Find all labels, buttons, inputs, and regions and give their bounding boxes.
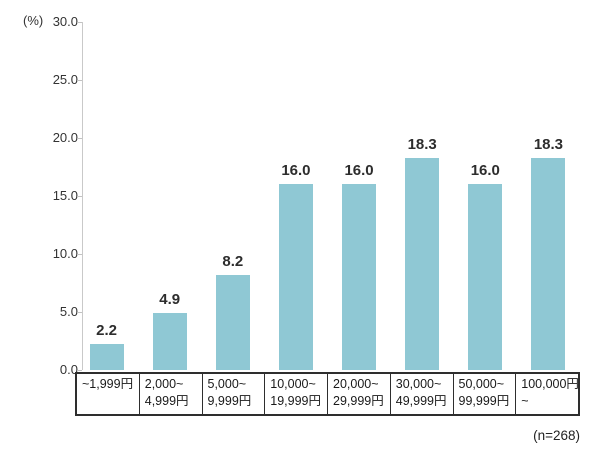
- category-label-line: ~: [521, 394, 529, 408]
- category-cell: 20,000~ 29,999円: [328, 374, 391, 414]
- category-cell: 100,000円 ~: [516, 374, 578, 414]
- bar: [468, 184, 503, 370]
- category-label-line: 19,999円: [270, 394, 321, 408]
- category-label-line: 99,999円: [458, 394, 510, 408]
- category-label-line: 30,000~: [395, 377, 442, 391]
- y-tick-label: 25.0: [52, 72, 78, 87]
- bar: [215, 274, 250, 370]
- category-label-line: 9,999円: [207, 394, 252, 408]
- y-tick-mark: [77, 138, 82, 139]
- category-label-line: 50,000~: [458, 377, 505, 391]
- category-label-line: 2,000~: [144, 377, 184, 391]
- y-tick-mark: [77, 196, 82, 197]
- y-tick-mark: [77, 312, 82, 313]
- y-tick-mark: [77, 22, 82, 23]
- category-label-line: 10,000~: [270, 377, 316, 391]
- bar-value-label: 16.0: [281, 162, 311, 180]
- y-tick-mark: [77, 254, 82, 255]
- y-tick-label: 10.0: [52, 246, 78, 261]
- bar: [278, 184, 313, 370]
- category-cell: 30,000~ 49,999円: [391, 374, 454, 414]
- bar-value-label: 16.0: [344, 162, 374, 180]
- bar-value-label: 18.3: [533, 135, 564, 153]
- category-label-line: 20,000~: [333, 377, 379, 391]
- bar-value-label: 18.3: [407, 135, 437, 153]
- category-label-line: 49,999円: [395, 394, 447, 408]
- y-tick-label: 20.0: [52, 130, 78, 145]
- category-cell: 10,000~ 19,999円: [265, 374, 328, 414]
- bar-value-label: 2.2: [96, 322, 117, 340]
- y-tick-label: 0.0: [59, 362, 78, 377]
- bar: [405, 157, 440, 370]
- category-label-line: 100,000円: [521, 377, 578, 391]
- bar: [342, 184, 377, 370]
- bar-value-label: 8.2: [222, 252, 244, 270]
- category-cell: 5,000~ 9,999円: [203, 374, 266, 414]
- sample-size-note: (n=268): [533, 428, 580, 443]
- y-tick-label: 15.0: [52, 188, 78, 203]
- bar-value-label: 4.9: [159, 291, 181, 309]
- y-axis-unit-label: (%): [23, 13, 44, 28]
- bar: [89, 344, 124, 370]
- y-axis-line: [82, 22, 83, 370]
- bar: [531, 157, 566, 370]
- y-tick-mark: [77, 80, 82, 81]
- category-table: ~1,999円 2,000~ 4,999円 5,000~ 9,999円 10,000~ 19…: [75, 372, 580, 416]
- y-tick-label: 30.0: [52, 14, 78, 29]
- category-label-line: 29,999円: [333, 394, 384, 408]
- bar-value-label: 16.0: [470, 162, 500, 180]
- category-label-line: ~1,999円: [82, 377, 134, 391]
- category-cell: 2,000~ 4,999円: [140, 374, 203, 414]
- category-label-line: 5,000~: [207, 377, 247, 391]
- y-tick-label: 5.0: [59, 304, 78, 319]
- category-cell: 50,000~ 99,999円: [454, 374, 517, 414]
- y-tick-mark: [77, 370, 82, 371]
- category-cell: ~1,999円: [77, 374, 140, 414]
- category-label-line: 4,999円: [144, 394, 189, 408]
- bar: [152, 313, 187, 370]
